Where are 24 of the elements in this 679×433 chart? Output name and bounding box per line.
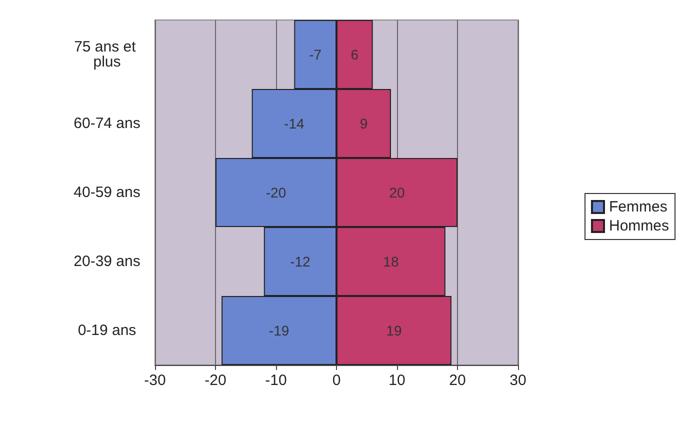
y-tick-label: 20-39 ans — [74, 253, 140, 270]
x-tick-label: -30 — [144, 372, 166, 389]
x-tick-label: 0 — [332, 372, 341, 389]
y-tick-label: 60-74 ans — [74, 115, 140, 132]
x-tick-label: 20 — [449, 372, 466, 389]
data-label: 6 — [350, 46, 359, 62]
data-label: 20 — [389, 184, 405, 200]
data-label: 19 — [386, 322, 402, 338]
legend-label: Hommes — [608, 218, 670, 234]
x-tick-label: -10 — [265, 372, 287, 389]
data-label: -14 — [284, 116, 304, 132]
y-tick-label: 0-19 ans — [78, 322, 136, 339]
legend-label: Femmes — [608, 198, 668, 216]
data-label: 18 — [383, 254, 399, 270]
data-label: -7 — [309, 46, 322, 62]
y-tick-label: 40-59 ans — [74, 184, 140, 201]
y-tick-label: 75 ans et plus — [74, 38, 140, 70]
data-label: -12 — [290, 254, 311, 270]
data-label: -20 — [266, 184, 286, 200]
data-label: 9 — [360, 116, 368, 132]
data-label: -19 — [268, 322, 290, 338]
x-tick-label: 10 — [388, 372, 406, 389]
x-tick-label: 30 — [510, 372, 526, 389]
x-tick-label: -20 — [204, 372, 226, 389]
